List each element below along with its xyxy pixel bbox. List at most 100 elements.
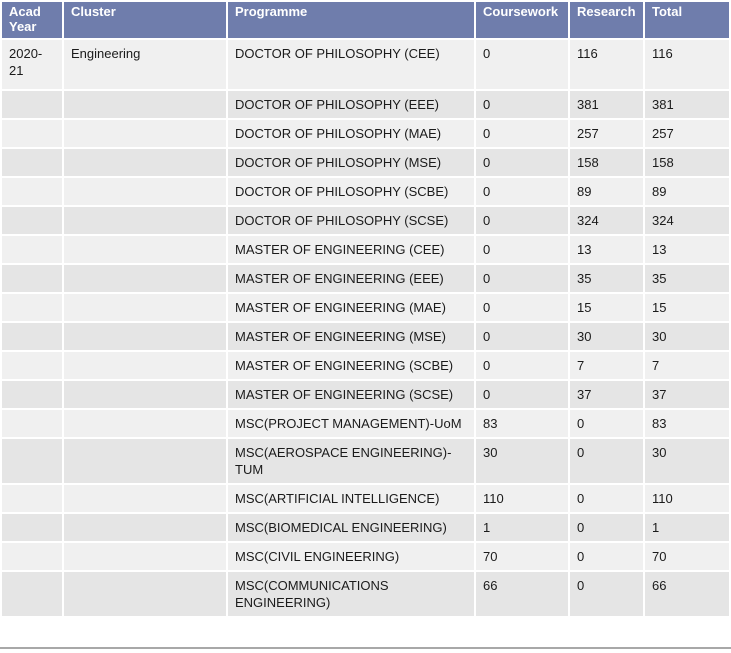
cell-coursework: 66 <box>476 572 568 616</box>
cell-programme: MASTER OF ENGINEERING (MSE) <box>228 323 474 350</box>
table-row: MSC(COMMUNICATIONS ENGINEERING) 66 0 66 <box>2 572 729 616</box>
table-row: MSC(ARTIFICIAL INTELLIGENCE) 110 0 110 <box>2 485 729 512</box>
cell-acad_year <box>2 381 62 408</box>
cell-cluster <box>64 120 226 147</box>
cell-total: 7 <box>645 352 729 379</box>
cell-research: 35 <box>570 265 643 292</box>
table-row: MSC(PROJECT MANAGEMENT)-UoM 83 0 83 <box>2 410 729 437</box>
cell-programme: MSC(BIOMEDICAL ENGINEERING) <box>228 514 474 541</box>
column-header-total: Total <box>645 2 729 38</box>
cell-coursework: 0 <box>476 40 568 89</box>
cell-research: 89 <box>570 178 643 205</box>
cell-coursework: 0 <box>476 265 568 292</box>
cell-programme: DOCTOR OF PHILOSOPHY (EEE) <box>228 91 474 118</box>
table-row: DOCTOR OF PHILOSOPHY (MSE) 0 158 158 <box>2 149 729 176</box>
cell-cluster <box>64 323 226 350</box>
cell-cluster <box>64 381 226 408</box>
cell-acad_year <box>2 323 62 350</box>
cell-research: 257 <box>570 120 643 147</box>
cell-cluster <box>64 543 226 570</box>
cell-coursework: 1 <box>476 514 568 541</box>
cell-programme: DOCTOR OF PHILOSOPHY (MSE) <box>228 149 474 176</box>
cell-coursework: 70 <box>476 543 568 570</box>
cell-acad_year <box>2 514 62 541</box>
cell-programme: DOCTOR OF PHILOSOPHY (MAE) <box>228 120 474 147</box>
cell-coursework: 0 <box>476 91 568 118</box>
cell-cluster <box>64 485 226 512</box>
cell-total: 70 <box>645 543 729 570</box>
cell-cluster: Engineering <box>64 40 226 89</box>
cell-total: 83 <box>645 410 729 437</box>
table-row: MASTER OF ENGINEERING (SCBE) 0 7 7 <box>2 352 729 379</box>
table-row: MSC(BIOMEDICAL ENGINEERING) 1 0 1 <box>2 514 729 541</box>
cell-acad_year <box>2 294 62 321</box>
cell-total: 324 <box>645 207 729 234</box>
cell-acad_year <box>2 91 62 118</box>
table-header: Acad Year Cluster Programme Coursework R… <box>2 2 729 38</box>
table-body: 2020-21 Engineering DOCTOR OF PHILOSOPHY (… <box>2 40 729 616</box>
cell-programme: MASTER OF ENGINEERING (CEE) <box>228 236 474 263</box>
cell-research: 116 <box>570 40 643 89</box>
cell-research: 0 <box>570 543 643 570</box>
column-header-acad-year: Acad Year <box>2 2 62 38</box>
cell-coursework: 110 <box>476 485 568 512</box>
table-row: 2020-21 Engineering DOCTOR OF PHILOSOPHY (… <box>2 40 729 89</box>
table-row: DOCTOR OF PHILOSOPHY (SCBE) 0 89 89 <box>2 178 729 205</box>
cell-total: 15 <box>645 294 729 321</box>
cell-acad_year <box>2 572 62 616</box>
cell-cluster <box>64 91 226 118</box>
cell-cluster <box>64 149 226 176</box>
cell-cluster <box>64 236 226 263</box>
cell-research: 158 <box>570 149 643 176</box>
cell-research: 0 <box>570 572 643 616</box>
cell-research: 0 <box>570 410 643 437</box>
table-row: DOCTOR OF PHILOSOPHY (EEE) 0 381 381 <box>2 91 729 118</box>
cell-acad_year <box>2 149 62 176</box>
cell-total: 116 <box>645 40 729 89</box>
cell-acad_year <box>2 236 62 263</box>
cell-research: 0 <box>570 439 643 483</box>
column-header-programme: Programme <box>228 2 474 38</box>
cell-total: 30 <box>645 439 729 483</box>
cell-acad_year <box>2 352 62 379</box>
table-row: MSC(CIVIL ENGINEERING) 70 0 70 <box>2 543 729 570</box>
cell-research: 13 <box>570 236 643 263</box>
cell-coursework: 0 <box>476 381 568 408</box>
table-row: MASTER OF ENGINEERING (MAE) 0 15 15 <box>2 294 729 321</box>
cell-cluster <box>64 572 226 616</box>
cell-cluster <box>64 439 226 483</box>
cell-total: 158 <box>645 149 729 176</box>
cell-acad_year: 2020-21 <box>2 40 62 89</box>
cell-cluster <box>64 178 226 205</box>
cell-acad_year <box>2 543 62 570</box>
cell-acad_year <box>2 485 62 512</box>
cell-programme: MASTER OF ENGINEERING (SCBE) <box>228 352 474 379</box>
cell-acad_year <box>2 439 62 483</box>
cell-programme: MASTER OF ENGINEERING (SCSE) <box>228 381 474 408</box>
column-header-coursework: Coursework <box>476 2 568 38</box>
table-row: DOCTOR OF PHILOSOPHY (SCSE) 0 324 324 <box>2 207 729 234</box>
cell-research: 0 <box>570 514 643 541</box>
cell-coursework: 0 <box>476 149 568 176</box>
cell-programme: MSC(AEROSPACE ENGINEERING)-TUM <box>228 439 474 483</box>
cell-total: 89 <box>645 178 729 205</box>
table-row: MASTER OF ENGINEERING (MSE) 0 30 30 <box>2 323 729 350</box>
cell-coursework: 0 <box>476 120 568 147</box>
cell-programme: DOCTOR OF PHILOSOPHY (SCBE) <box>228 178 474 205</box>
cell-programme: MSC(PROJECT MANAGEMENT)-UoM <box>228 410 474 437</box>
cell-programme: MASTER OF ENGINEERING (EEE) <box>228 265 474 292</box>
cell-acad_year <box>2 265 62 292</box>
cell-total: 110 <box>645 485 729 512</box>
cell-research: 7 <box>570 352 643 379</box>
cell-research: 381 <box>570 91 643 118</box>
cell-coursework: 83 <box>476 410 568 437</box>
cell-research: 15 <box>570 294 643 321</box>
cell-programme: DOCTOR OF PHILOSOPHY (CEE) <box>228 40 474 89</box>
enrolment-table: Acad Year Cluster Programme Coursework R… <box>0 0 731 618</box>
cell-total: 37 <box>645 381 729 408</box>
cell-cluster <box>64 265 226 292</box>
cell-cluster <box>64 352 226 379</box>
cell-coursework: 0 <box>476 352 568 379</box>
cell-cluster <box>64 294 226 321</box>
cell-total: 13 <box>645 236 729 263</box>
